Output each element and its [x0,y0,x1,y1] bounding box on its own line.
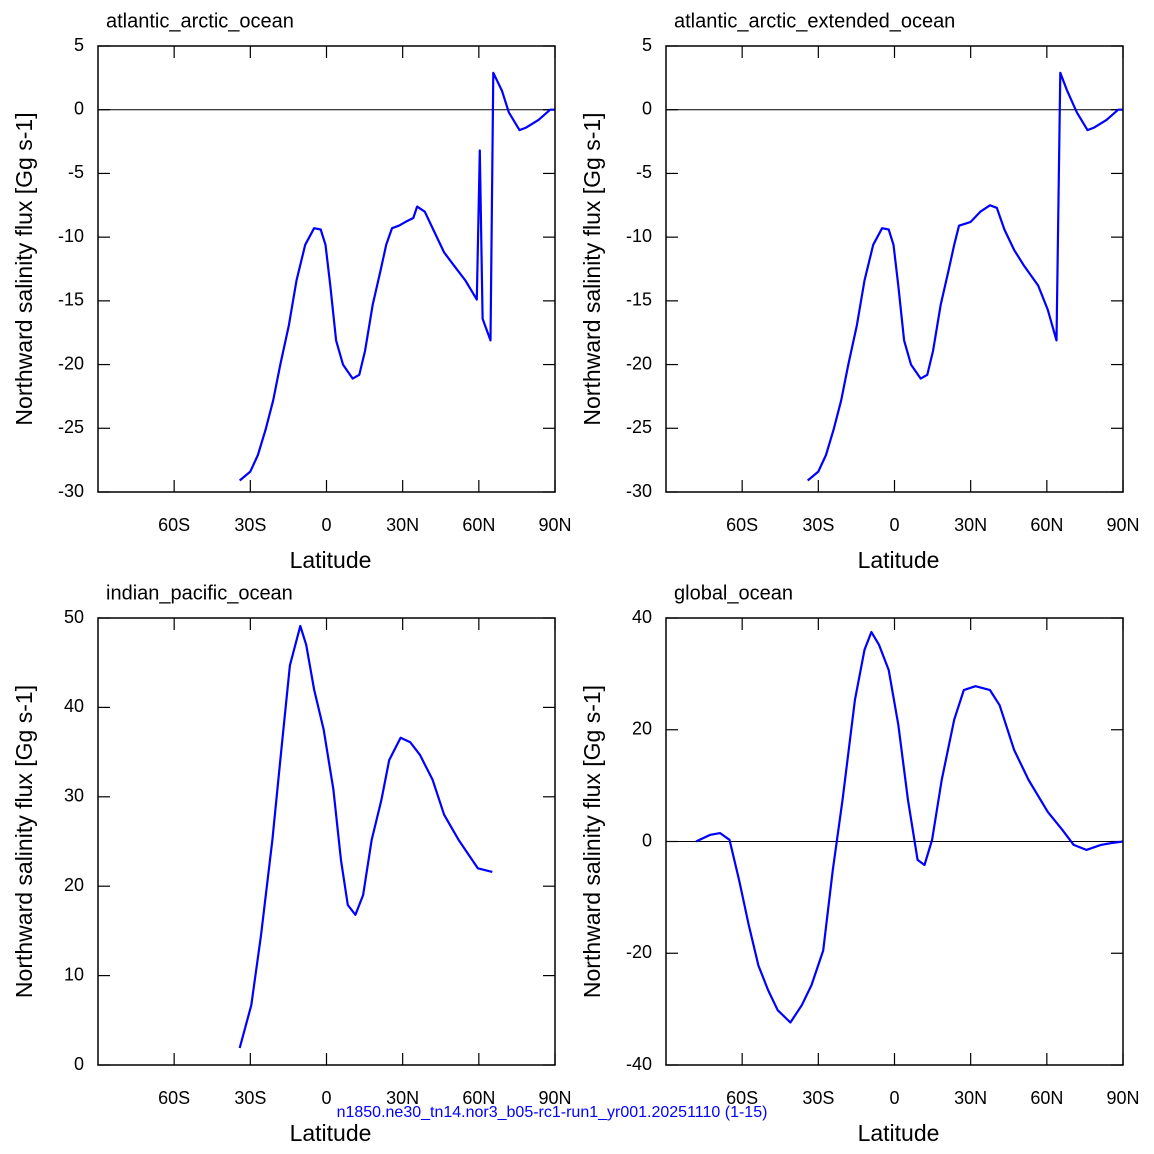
y-tick-label: 40 [64,696,84,716]
panel-title: atlantic_arctic_extended_ocean [674,10,955,32]
y-axis-label: Northward salinity flux [Gg s-1] [11,685,37,998]
x-axis-label: Latitude [858,1120,940,1146]
y-tick-label: -15 [626,290,652,310]
x-tick-label: 60S [158,515,190,535]
x-tick-label: 30N [954,515,987,535]
data-line [806,71,1123,482]
x-tick-label: 60S [158,1088,190,1108]
y-tick-label: -5 [636,162,652,182]
y-axis-label: Northward salinity flux [Gg s-1] [579,112,605,425]
data-line [695,630,1124,1024]
footer: n1850.ne30_tn14.nor3_b05-rc1-run1_yr001.… [337,1104,768,1121]
y-tick-label: 0 [642,98,652,118]
y-tick-label: 20 [632,719,652,739]
y-axis-label: Northward salinity flux [Gg s-1] [579,685,605,998]
x-tick-label: 0 [321,1088,331,1108]
plot-frame [97,45,556,493]
y-tick-label: 50 [64,607,84,627]
x-tick-label: 90N [538,1088,571,1108]
y-tick-label: -5 [68,162,84,182]
y-tick-label: 0 [74,1054,84,1074]
y-tick-label: -10 [58,226,84,246]
plot-frame [665,617,1124,1066]
y-tick-label: -25 [626,417,652,437]
y-tick-label: -25 [58,417,84,437]
data-line [238,71,555,482]
y-tick-label: 5 [74,35,84,55]
y-tick-label: -30 [58,481,84,501]
y-tick-label: -10 [626,226,652,246]
y-tick-label: 40 [632,607,652,627]
y-tick-label: 5 [642,35,652,55]
x-tick-label: 0 [321,515,331,535]
x-tick-label: 60S [726,515,758,535]
x-tick-label: 90N [1106,515,1139,535]
x-tick-label: 30N [386,1088,419,1108]
x-axis-label: Latitude [290,1120,372,1146]
panel-title: indian_pacific_ocean [106,582,293,604]
y-tick-label: -20 [58,353,84,373]
panel-title: global_ocean [674,582,793,604]
x-tick-label: 60S [726,1088,758,1108]
y-tick-label: -20 [626,353,652,373]
x-axis-label: Latitude [290,547,372,573]
y-tick-label: -30 [626,481,652,501]
x-tick-label: 0 [889,1088,899,1108]
plot-frame [665,45,1124,493]
y-tick-label: 0 [74,98,84,118]
y-tick-label: -40 [626,1054,652,1074]
y-tick-label: 30 [64,786,84,806]
panel-title: atlantic_arctic_ocean [106,10,294,32]
x-tick-label: 0 [889,515,899,535]
y-tick-label: -15 [58,290,84,310]
y-tick-label: 0 [642,830,652,850]
x-tick-label: 90N [1106,1088,1139,1108]
x-tick-label: 30N [954,1088,987,1108]
x-tick-label: 30S [802,515,834,535]
x-tick-label: 30N [386,515,419,535]
x-axis-label: Latitude [858,547,940,573]
x-tick-label: 60N [462,515,495,535]
x-tick-label: 60N [1030,515,1063,535]
x-tick-label: 30S [234,1088,266,1108]
data-line [238,624,493,1049]
x-tick-label: 30S [234,515,266,535]
y-tick-label: 10 [64,964,84,984]
y-tick-label: -20 [626,942,652,962]
x-tick-label: 60N [1030,1088,1063,1108]
x-tick-label: 30S [802,1088,834,1108]
y-axis-label: Northward salinity flux [Gg s-1] [11,112,37,425]
plot-frame [97,617,556,1066]
x-tick-label: 60N [462,1088,495,1108]
y-tick-label: 20 [64,875,84,895]
x-tick-label: 90N [538,515,571,535]
